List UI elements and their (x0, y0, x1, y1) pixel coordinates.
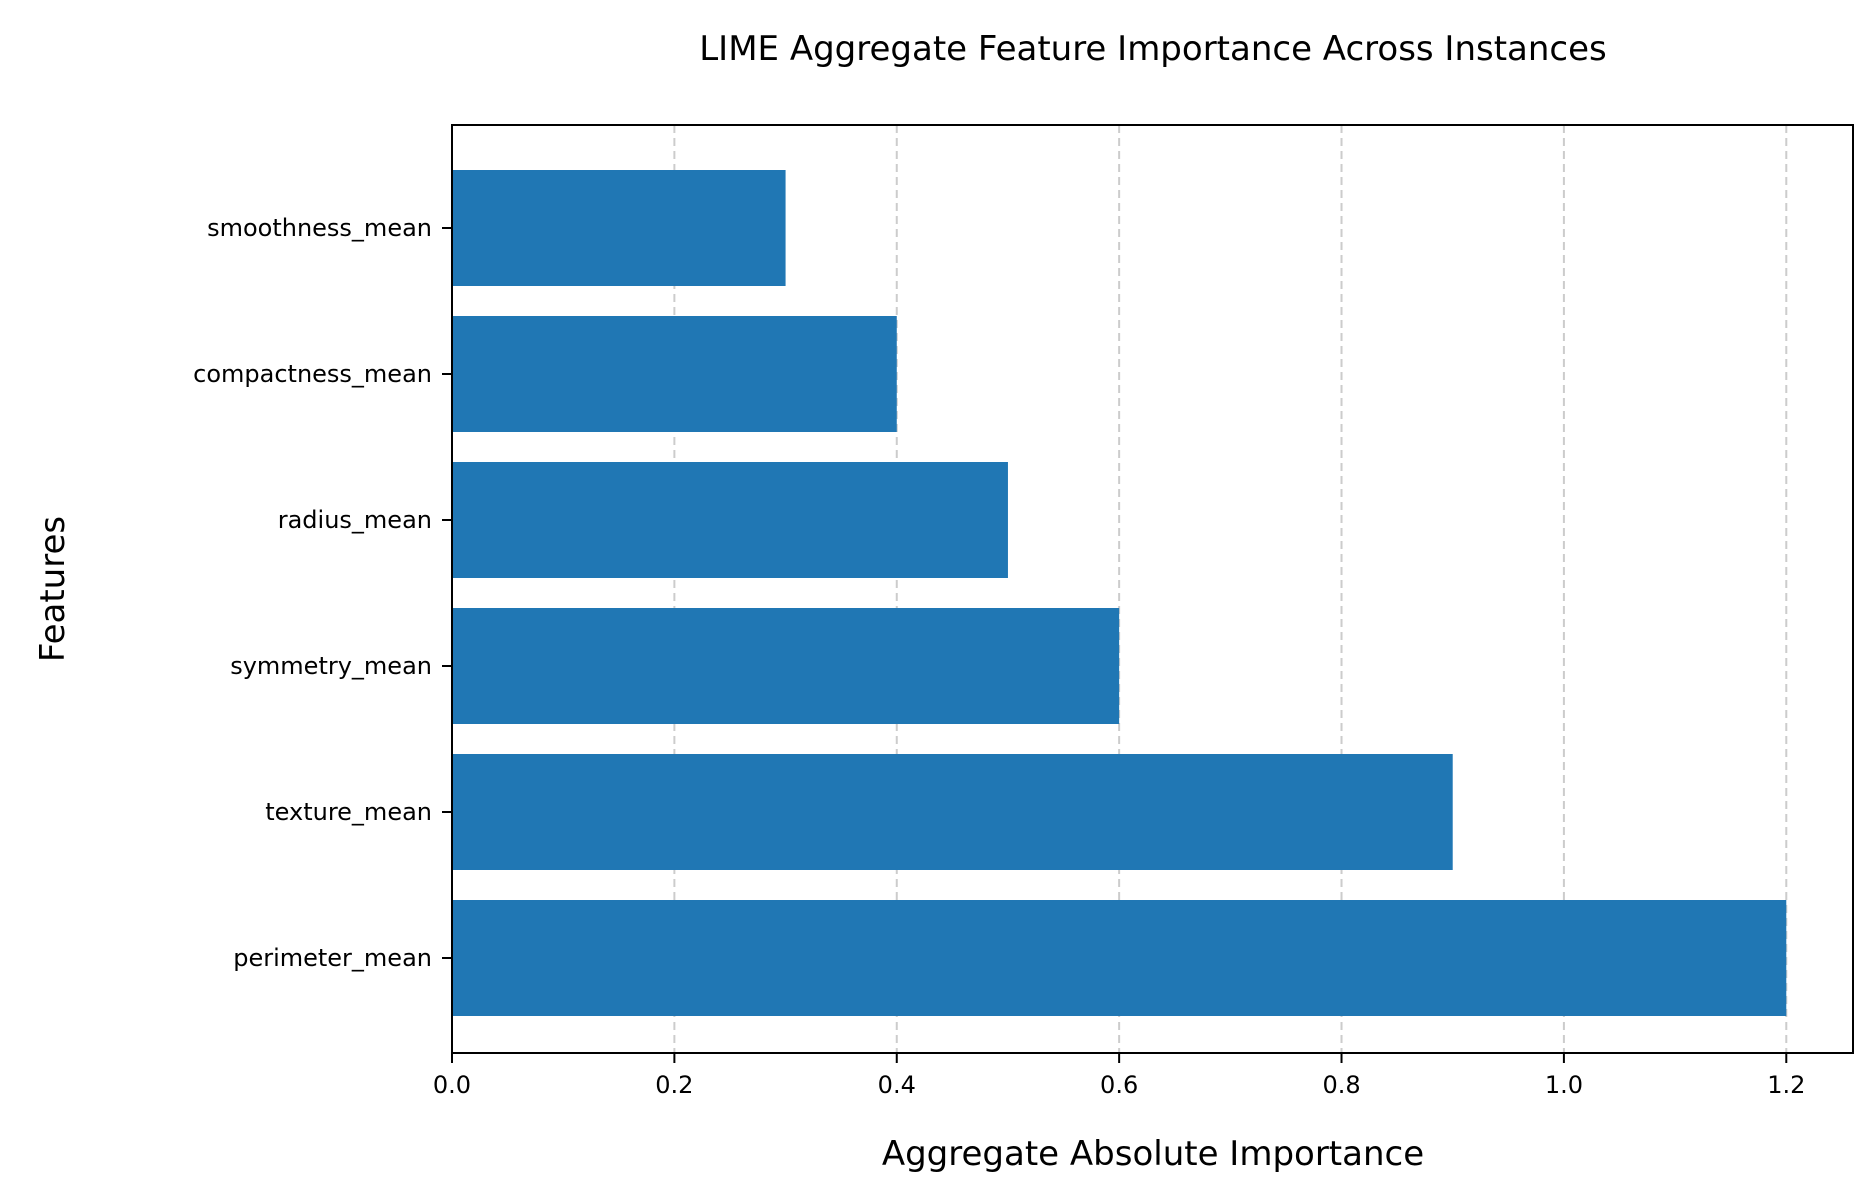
y-tick-label: radius_mean (278, 506, 432, 534)
y-tick-label: texture_mean (265, 798, 432, 826)
x-tick-label: 0.0 (433, 1071, 471, 1099)
x-tick-label: 0.6 (1100, 1071, 1138, 1099)
bar-perimeter_mean (452, 900, 1787, 1016)
x-tick-label: 1.0 (1545, 1071, 1583, 1099)
bar-texture_mean (452, 754, 1453, 870)
x-tick-label: 1.2 (1767, 1071, 1805, 1099)
x-tick-label: 0.8 (1322, 1071, 1360, 1099)
x-axis-label: Aggregate Absolute Importance (882, 1134, 1424, 1174)
bar-smoothness_mean (452, 170, 786, 286)
x-tick-label: 0.2 (655, 1071, 693, 1099)
y-axis-label: Features (33, 516, 73, 662)
x-axis-ticks: 0.0 0.2 0.4 0.6 0.8 1.0 1.2 (433, 1053, 1805, 1099)
y-tick-label: compactness_mean (193, 360, 432, 388)
chart-title: LIME Aggregate Feature Importance Across… (699, 29, 1607, 69)
y-axis-ticks: perimeter_mean texture_mean symmetry_mean r… (193, 214, 452, 972)
bar-symmetry_mean (452, 608, 1120, 724)
bar-compactness_mean (452, 316, 897, 432)
plot-frame (451, 124, 1854, 1054)
bars (452, 170, 1787, 1016)
bar-radius_mean (452, 462, 1008, 578)
y-tick-label: perimeter_mean (233, 944, 432, 972)
y-tick-label: symmetry_mean (230, 652, 432, 680)
grid-lines (673, 125, 1788, 1053)
x-tick-label: 0.4 (878, 1071, 916, 1099)
y-tick-label: smoothness_mean (207, 214, 432, 242)
